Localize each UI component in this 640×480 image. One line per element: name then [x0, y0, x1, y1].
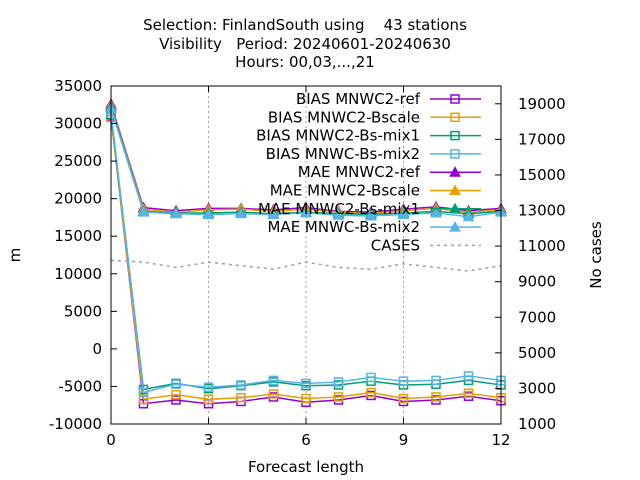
legend-item: MAE MNWC-Bs-mix2 — [267, 218, 481, 236]
legend-label: BIAS MNWC2-Bscale — [268, 108, 420, 126]
data-point — [202, 208, 215, 219]
legend-marker — [449, 221, 461, 232]
y2-tick-label: 11000 — [518, 237, 566, 255]
data-point — [366, 387, 376, 398]
y2-tick-label: 15000 — [518, 166, 566, 184]
legend-marker — [450, 149, 460, 159]
y-tick-label: 20000 — [54, 190, 102, 208]
data-point — [431, 392, 441, 402]
y2-tick-label: 3000 — [518, 379, 556, 397]
data-point — [171, 379, 181, 389]
y2-tick-label: 1000 — [518, 415, 556, 433]
data-point — [430, 206, 442, 218]
legend-label: MAE MNWC2-Bs-mix1 — [258, 200, 420, 218]
data-point — [333, 392, 344, 402]
legend-item: BIAS MNWC2-Bscale — [268, 108, 481, 126]
y2-tick-label: 7000 — [518, 308, 556, 326]
legend-marker — [449, 166, 461, 177]
x-tick-label: 6 — [301, 431, 311, 449]
legend-label: BIAS MNWC-Bs-mix2 — [266, 145, 420, 163]
data-point — [268, 389, 279, 399]
x-tick-label: 3 — [204, 431, 214, 449]
data-point — [171, 389, 181, 400]
data-point — [138, 387, 149, 398]
axes: 0 3 6 9 12 -10000 -5000 0 5000 10000 15000 20000 250… — [49, 77, 566, 449]
series-line — [110, 259, 502, 272]
legend-label: BIAS MNWC2-Bs-mix1 — [256, 127, 420, 145]
y-tick-label: 15000 — [54, 227, 102, 245]
y-tick-label: 25000 — [54, 152, 102, 170]
x-tick-label: 0 — [106, 431, 116, 449]
data-point — [267, 208, 280, 219]
chart-title-line-2: Visibility Period: 20240601-20240630 — [159, 35, 451, 53]
data-point — [138, 394, 149, 404]
legend-item: CASES — [371, 236, 481, 254]
y2-tick-label: 19000 — [518, 95, 566, 113]
y-tick-label: 30000 — [54, 115, 102, 133]
y-tick-label: 5000 — [64, 302, 102, 320]
x-tick-label: 12 — [491, 431, 510, 449]
data-point — [236, 392, 246, 403]
legend-marker — [450, 94, 460, 104]
data-point — [203, 394, 214, 404]
data-point — [171, 395, 181, 405]
data-point — [462, 210, 475, 222]
legend-marker — [450, 130, 460, 141]
data-point — [170, 207, 182, 219]
y2-axis-label: No cases — [587, 221, 605, 289]
data-point — [332, 209, 345, 220]
y-axis-label: m — [6, 248, 24, 263]
data-point — [203, 382, 214, 392]
y2-tick-label: 5000 — [518, 344, 556, 362]
chart-title-line-3: Hours: 00,03,...,21 — [235, 53, 375, 71]
y-tick-label: -10000 — [49, 415, 102, 433]
y-tick-label: 0 — [92, 340, 102, 358]
data-point — [235, 207, 247, 219]
series-line — [110, 111, 502, 394]
data-point — [397, 208, 410, 219]
legend-item: BIAS MNWC2-ref — [296, 90, 481, 108]
legend-label: MAE MNWC2-ref — [298, 163, 421, 181]
series-8 — [110, 259, 502, 272]
y-tick-label: 35000 — [54, 77, 102, 95]
data-point — [236, 380, 246, 390]
legend-item: MAE MNWC2-ref — [298, 163, 481, 181]
chart-title-line-1: Selection: FinlandSouth using 43 station… — [143, 16, 467, 34]
data-point — [365, 209, 377, 221]
y2-tick-label: 9000 — [518, 273, 556, 291]
legend-item: BIAS MNWC2-Bs-mix1 — [256, 127, 481, 145]
data-point — [137, 206, 150, 217]
x-axis-label: Forecast length — [248, 458, 364, 476]
y-tick-label: 10000 — [54, 265, 102, 283]
legend-label: BIAS MNWC2-ref — [296, 90, 421, 108]
y-tick-label: -5000 — [58, 377, 102, 395]
data-point — [398, 376, 409, 386]
data-point — [366, 372, 376, 383]
legend-marker — [449, 202, 461, 214]
legend-label: CASES — [371, 236, 420, 254]
data-point — [300, 206, 312, 218]
data-point — [268, 375, 279, 386]
legend-marker — [449, 184, 461, 195]
series-line — [110, 117, 502, 401]
data-point — [398, 393, 409, 404]
data-point — [333, 377, 344, 387]
legend-item: BIAS MNWC-Bs-mix2 — [266, 145, 481, 163]
data-point — [301, 378, 311, 389]
data-point — [463, 388, 474, 398]
legend-label: MAE MNWC2-Bscale — [270, 182, 420, 200]
grid-layer — [208, 86, 404, 424]
x-tick-label: 9 — [399, 431, 409, 449]
legend-label: MAE MNWC-Bs-mix2 — [267, 218, 420, 236]
legend-marker — [450, 112, 460, 123]
y2-tick-label: 17000 — [518, 130, 566, 148]
y2-tick-label: 13000 — [518, 202, 566, 220]
data-point — [301, 393, 311, 404]
legend-item: MAE MNWC2-Bs-mix1 — [258, 200, 481, 218]
legend-item: MAE MNWC2-Bscale — [270, 182, 481, 200]
data-point — [431, 375, 441, 386]
data-point — [463, 371, 474, 381]
